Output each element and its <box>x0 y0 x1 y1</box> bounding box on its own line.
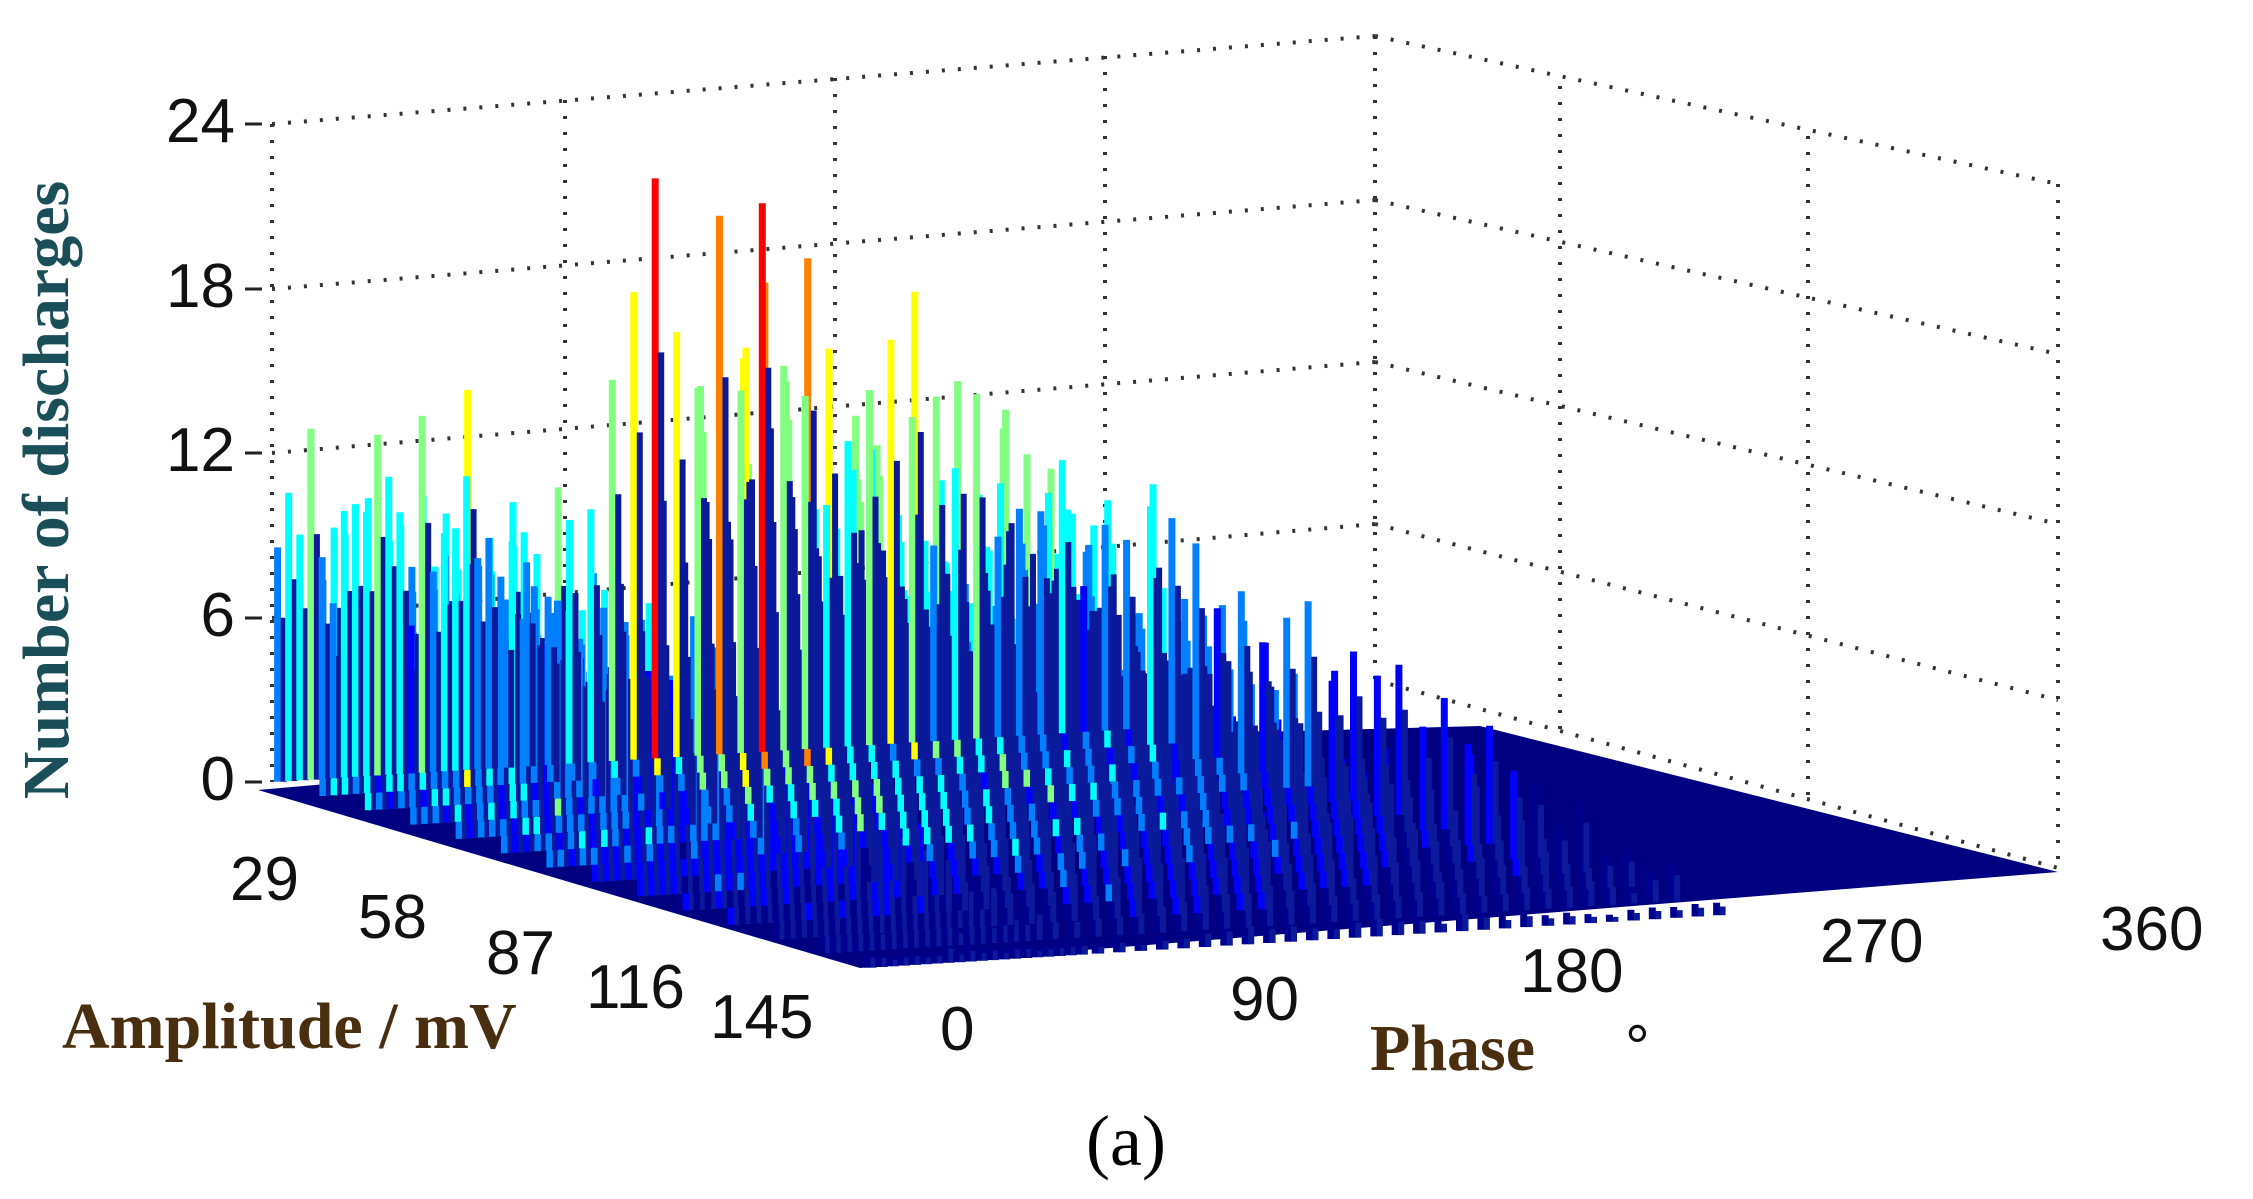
x-tick-label: 180 <box>1520 937 1623 1006</box>
y-tick-label: 87 <box>486 919 555 988</box>
z-axis-label: Number of discharges <box>10 181 83 799</box>
z-tick-label: 24 <box>166 87 235 156</box>
z-tick-label: 12 <box>166 416 235 485</box>
grid-lines <box>270 34 2060 870</box>
grid-line <box>1374 34 2059 186</box>
grid-line <box>271 360 1376 455</box>
grid-line <box>1374 198 2059 356</box>
x-tick-label: 270 <box>1820 907 1923 976</box>
grid-line <box>1374 360 2059 526</box>
y-tick-label: 116 <box>586 953 685 1022</box>
grid-line <box>1374 678 2059 870</box>
amplitude-axis: 29 58 87 116 145 <box>230 845 813 1052</box>
grid-line <box>1374 522 2059 702</box>
bars-layer <box>274 178 1726 968</box>
x-axis-unit: ° <box>1625 1013 1650 1082</box>
y-tick-label: 58 <box>358 883 427 952</box>
z-tick-label: 18 <box>166 252 235 321</box>
y-tick-label: 29 <box>230 845 299 914</box>
y-tick-label: 145 <box>710 983 813 1052</box>
figure-caption: (a) <box>1086 1101 1166 1181</box>
grid-line <box>271 34 1376 126</box>
z-axis: 24 18 12 6 0 <box>166 87 262 814</box>
x-tick-label: 360 <box>2100 895 2203 964</box>
z-tick-label: 6 <box>201 581 235 650</box>
x-tick-label: 0 <box>940 995 974 1064</box>
grid-line <box>271 198 1376 291</box>
z-tick-label: 0 <box>201 745 235 814</box>
x-tick-label: 90 <box>1230 965 1299 1034</box>
phase-axis: 0 90 180 270 360 <box>940 895 2203 1064</box>
x-axis-label: Phase <box>1370 1012 1535 1085</box>
y-axis-label: Amplitude / mV <box>62 990 517 1063</box>
